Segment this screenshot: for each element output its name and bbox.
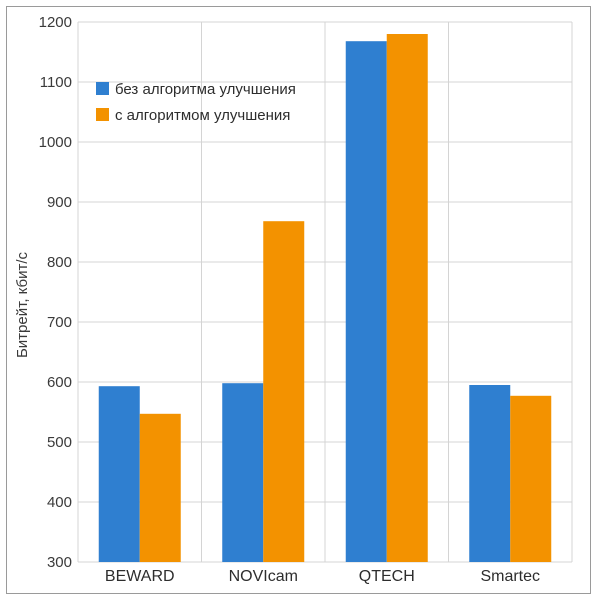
bar-qtech-series-1 [345,41,387,562]
y-tick-label: 1100 [40,74,72,91]
legend-label-1: без алгоритма улучшения [115,81,296,98]
bar-novicam-series-1 [222,383,264,562]
x-tick-label: BEWARD [105,568,175,585]
y-tick-label: 800 [47,254,72,271]
legend-swatch-2 [96,108,109,121]
y-tick-label: 300 [47,554,72,571]
bar-beward-series-2 [139,413,181,562]
legend: без алгоритма улучшения с алгоритмом улуч… [96,81,296,124]
x-tick-label: NOVIcam [229,568,298,585]
bar-smartec-series-2 [510,395,552,562]
bar-beward-series-1 [98,386,140,562]
y-tick-label: 500 [47,434,72,451]
x-tick-label: Smartec [480,568,540,585]
y-tick-label: 600 [47,374,72,391]
y-tick-label: 1200 [39,14,72,31]
y-axis-label: Битрейт, кбит/с [14,251,31,358]
y-tick-label: 900 [47,194,72,211]
y-tick-label: 700 [47,314,72,331]
x-tick-label: QTECH [359,568,415,585]
legend-label-2: с алгоритмом улучшения [115,107,290,124]
bar-smartec-series-1 [469,385,511,562]
legend-swatch-1 [96,82,109,95]
y-tick-label: 1000 [39,134,72,151]
bar-qtech-series-2 [386,34,428,562]
chart-frame [6,6,591,594]
y-tick-label: 400 [47,494,72,511]
bar-novicam-series-2 [263,221,305,562]
